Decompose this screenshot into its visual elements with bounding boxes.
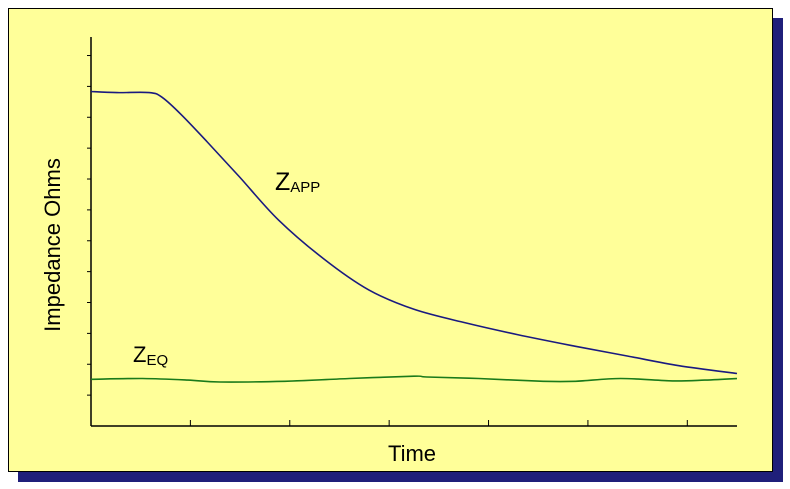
z-app-series-label: ZAPP xyxy=(275,168,320,196)
series-line-eq xyxy=(90,375,738,383)
axis-ticks xyxy=(87,55,688,426)
y-axis-label: Impedance Ohms xyxy=(40,158,65,332)
z-eq-label-main: Z xyxy=(133,342,146,367)
z-eq-series-label: ZEQ xyxy=(133,342,168,369)
axes xyxy=(90,37,737,427)
series-line-app xyxy=(90,90,738,375)
x-axis-label: Time xyxy=(388,441,436,466)
chart-frame xyxy=(8,8,773,472)
z-app-label-subscript: APP xyxy=(290,179,320,196)
z-eq-label-subscript: EQ xyxy=(146,352,168,369)
series-lines xyxy=(90,90,738,383)
z-app-label-main: Z xyxy=(275,168,290,196)
